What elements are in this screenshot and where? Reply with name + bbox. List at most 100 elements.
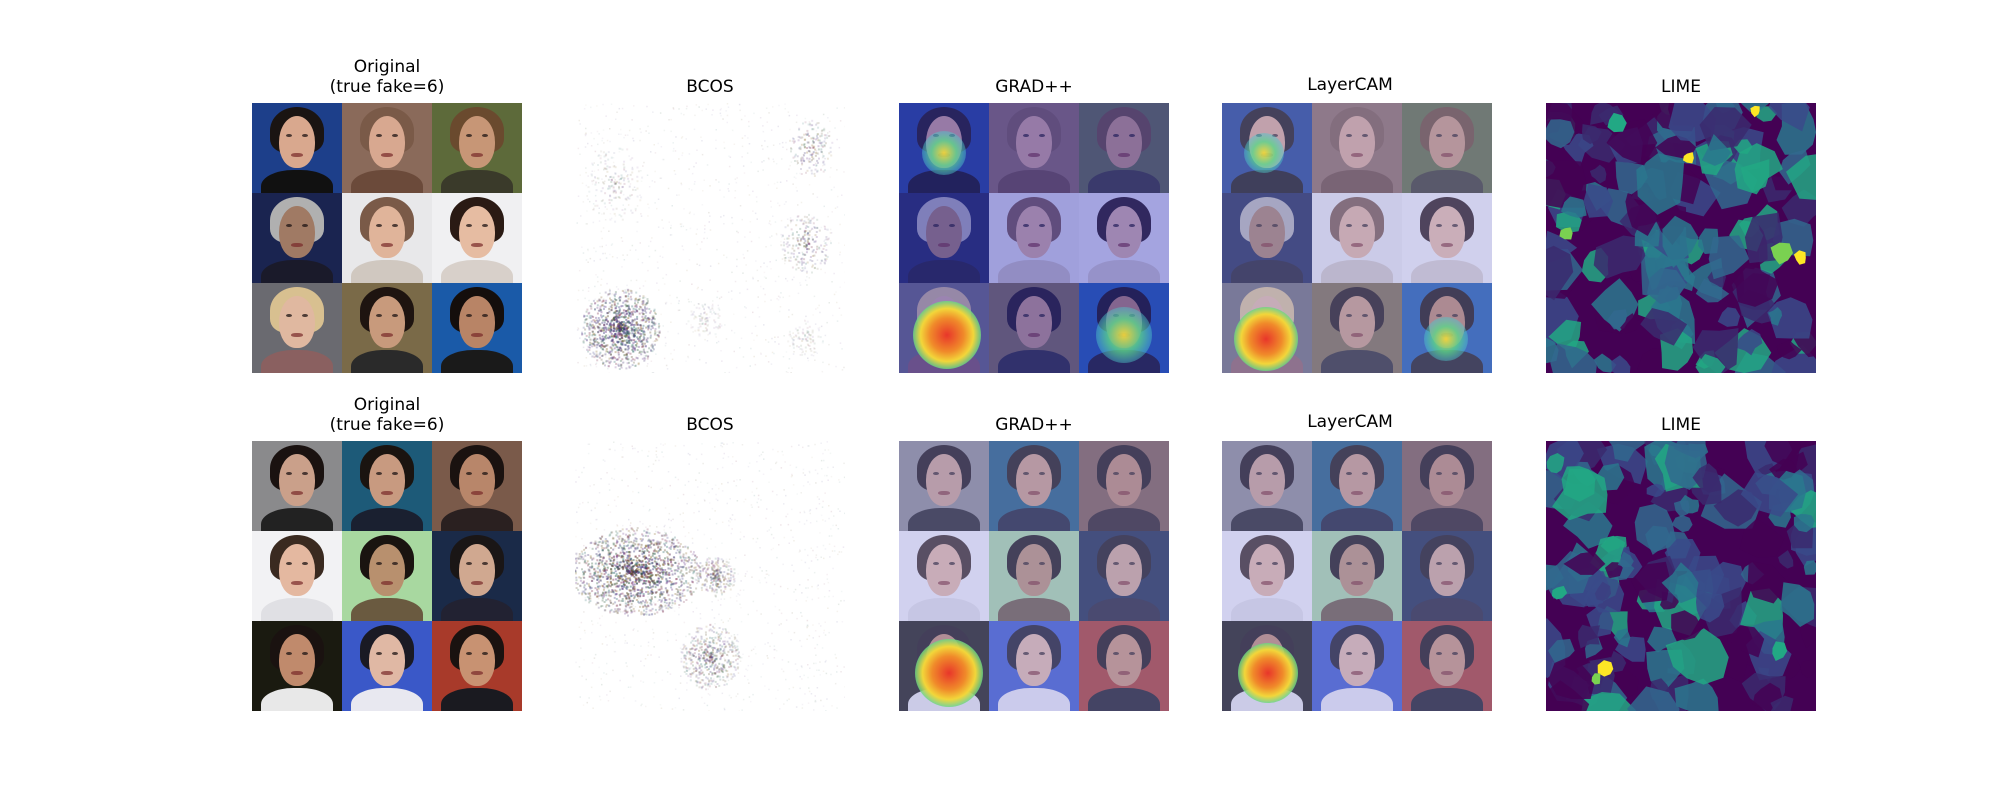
face-tile xyxy=(1079,621,1169,711)
face-tile xyxy=(1402,193,1492,283)
face-tile xyxy=(989,103,1079,193)
heat-blob-strong xyxy=(1238,643,1298,703)
cam-overlay xyxy=(1312,193,1402,283)
cam-overlay xyxy=(1079,193,1169,283)
row1-gradpp-title: GRAD++ xyxy=(995,77,1073,97)
face-tile xyxy=(252,103,342,193)
face-tile xyxy=(1222,441,1312,531)
heat-blob-medium xyxy=(1096,307,1152,363)
row1-original-face-grid xyxy=(252,103,522,373)
face-tile xyxy=(1079,531,1169,621)
cam-overlay xyxy=(989,441,1079,531)
cam-overlay xyxy=(1079,103,1169,193)
face-tile xyxy=(342,103,432,193)
row2-original-title: Original (true fake=6) xyxy=(329,395,445,435)
heat-blob-weak xyxy=(922,131,966,175)
cam-overlay xyxy=(899,531,989,621)
face-tile xyxy=(1402,621,1492,711)
cam-overlay xyxy=(1402,103,1492,193)
cam-overlay xyxy=(1312,621,1402,711)
face-tile xyxy=(342,531,432,621)
face-tile xyxy=(989,531,1079,621)
row2-gradpp-heatmap xyxy=(899,441,1169,711)
cam-overlay xyxy=(989,531,1079,621)
cam-overlay xyxy=(1222,531,1312,621)
row2-bcos-saliency-map xyxy=(575,441,845,711)
row1-layercam-heatmap xyxy=(1222,103,1492,373)
face-tile xyxy=(432,283,522,373)
row1-original-title: Original (true fake=6) xyxy=(329,57,445,97)
face-tile xyxy=(989,441,1079,531)
cam-overlay xyxy=(899,193,989,283)
face-tile xyxy=(1402,531,1492,621)
face-tile xyxy=(252,283,342,373)
face-tile xyxy=(989,193,1079,283)
cam-overlay xyxy=(1079,531,1169,621)
row2-layercam-title: LayerCAM xyxy=(1307,412,1393,432)
cam-overlay xyxy=(1402,193,1492,283)
lime-segment-svg xyxy=(1546,441,1816,711)
cam-overlay xyxy=(1402,441,1492,531)
face-tile xyxy=(1312,103,1402,193)
cam-overlay xyxy=(1079,441,1169,531)
face-tile xyxy=(1079,441,1169,531)
row2-original-face-grid xyxy=(252,441,522,711)
row1-lime-title: LIME xyxy=(1661,77,1701,97)
face-tile xyxy=(899,193,989,283)
face-tile xyxy=(432,441,522,531)
heat-blob-medium xyxy=(1424,317,1468,361)
face-tile xyxy=(432,531,522,621)
cam-overlay xyxy=(989,283,1079,373)
face-tile xyxy=(1222,531,1312,621)
row1-lime-segments xyxy=(1546,103,1816,373)
row1-bcos-title: BCOS xyxy=(686,77,734,97)
face-tile xyxy=(1312,441,1402,531)
heat-blob-strong xyxy=(1234,307,1298,371)
face-grid xyxy=(899,441,1169,711)
row1-bcos-saliency-map xyxy=(575,103,845,373)
face-tile xyxy=(1402,103,1492,193)
cam-overlay xyxy=(1312,103,1402,193)
row1-gradpp-heatmap xyxy=(899,103,1169,373)
heat-blob-strong xyxy=(915,639,983,707)
cam-overlay xyxy=(899,441,989,531)
face-tile xyxy=(252,193,342,283)
face-tile xyxy=(1312,283,1402,373)
cam-overlay xyxy=(1222,441,1312,531)
face-tile xyxy=(1402,441,1492,531)
cam-overlay xyxy=(1312,441,1402,531)
cam-overlay xyxy=(989,621,1079,711)
face-tile xyxy=(342,283,432,373)
row2-gradpp-title: GRAD++ xyxy=(995,415,1073,435)
face-tile xyxy=(1312,193,1402,283)
cam-overlay xyxy=(1312,283,1402,373)
face-tile xyxy=(899,531,989,621)
cam-overlay xyxy=(1312,531,1402,621)
face-tile xyxy=(1312,621,1402,711)
row2-lime-segments xyxy=(1546,441,1816,711)
face-tile xyxy=(432,193,522,283)
cam-overlay xyxy=(1402,621,1492,711)
face-tile xyxy=(899,441,989,531)
face-tile xyxy=(989,283,1079,373)
face-tile xyxy=(1222,193,1312,283)
face-tile xyxy=(1079,193,1169,283)
row2-layercam-heatmap xyxy=(1222,441,1492,711)
row2-bcos-title: BCOS xyxy=(686,415,734,435)
face-tile xyxy=(252,441,342,531)
face-grid xyxy=(252,441,522,711)
cam-overlay xyxy=(1222,193,1312,283)
face-tile xyxy=(342,193,432,283)
heat-blob-strong xyxy=(913,301,981,369)
cam-overlay xyxy=(989,193,1079,283)
cam-overlay xyxy=(1079,621,1169,711)
face-tile xyxy=(432,103,522,193)
face-grid xyxy=(1222,103,1492,373)
face-tile xyxy=(342,441,432,531)
face-tile xyxy=(432,621,522,711)
bcos-noise-svg xyxy=(576,103,845,373)
face-tile xyxy=(989,621,1079,711)
row1-layercam-title: LayerCAM xyxy=(1307,75,1393,95)
face-tile xyxy=(1079,103,1169,193)
face-tile xyxy=(252,531,342,621)
